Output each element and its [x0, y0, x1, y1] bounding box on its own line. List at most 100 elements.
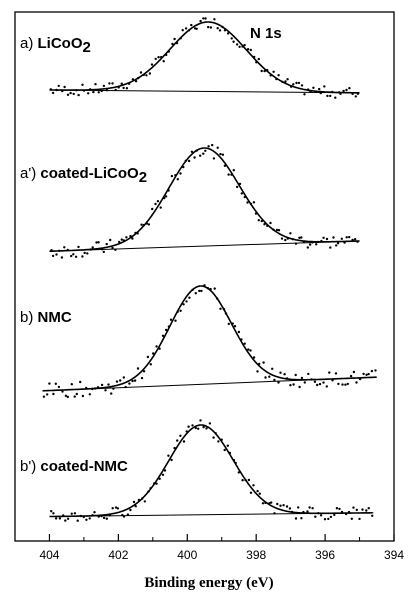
data-point: [165, 53, 168, 57]
data-point: [185, 430, 188, 433]
data-point: [300, 376, 304, 380]
data-point: [294, 242, 298, 245]
data-point: [257, 57, 260, 61]
data-point: [111, 82, 114, 85]
data-point: [308, 506, 311, 509]
data-point: [100, 514, 103, 518]
data-point: [351, 238, 354, 242]
data-point: [75, 392, 79, 396]
data-point: [179, 309, 182, 312]
x-tick-label: 404: [39, 548, 59, 562]
data-point: [51, 91, 55, 95]
data-point: [200, 289, 203, 293]
data-point: [204, 17, 207, 20]
data-point: [70, 512, 73, 515]
data-point: [174, 174, 177, 177]
data-point: [147, 223, 151, 226]
data-point: [258, 362, 261, 366]
data-point: [213, 287, 216, 290]
data-point: [277, 74, 280, 77]
data-point: [207, 145, 210, 148]
data-point: [289, 85, 293, 88]
data-point: [209, 287, 212, 291]
data-point: [284, 80, 287, 83]
data-point: [231, 322, 234, 325]
data-point: [328, 371, 331, 374]
data-point: [310, 378, 313, 381]
data-point: [161, 334, 165, 337]
data-point: [182, 165, 185, 169]
data-point: [238, 45, 241, 48]
data-point: [285, 377, 289, 380]
data-point: [85, 518, 88, 521]
data-point: [149, 363, 152, 366]
data-point: [119, 379, 122, 382]
fit-curve: [42, 285, 377, 392]
data-point: [191, 288, 194, 291]
data-point: [142, 223, 146, 227]
data-point: [212, 157, 216, 160]
data-point: [58, 249, 61, 252]
data-point: [179, 172, 182, 175]
data-point: [232, 169, 235, 172]
data-point: [74, 255, 78, 258]
data-point: [339, 92, 342, 96]
data-point: [221, 25, 224, 29]
data-point: [311, 507, 314, 510]
data-point: [81, 394, 85, 398]
data-point: [145, 222, 149, 225]
data-point: [345, 88, 348, 92]
data-point: [140, 376, 144, 380]
data-point: [205, 427, 208, 430]
data-point: [209, 26, 213, 29]
data-point: [214, 432, 217, 435]
chart-title: N 1s: [250, 25, 282, 42]
data-point: [247, 478, 251, 482]
data-point: [55, 253, 58, 256]
data-point: [97, 91, 100, 94]
data-point: [355, 508, 358, 512]
data-point: [55, 88, 58, 92]
data-point: [120, 82, 123, 85]
data-point: [70, 383, 74, 386]
data-point: [333, 513, 336, 517]
data-point: [156, 200, 160, 203]
data-point: [350, 517, 353, 520]
data-point: [118, 240, 121, 244]
x-axis-label: Binding energy (eV): [144, 575, 273, 591]
data-point: [120, 238, 124, 241]
data-point: [335, 507, 339, 510]
data-point: [182, 440, 186, 443]
data-point: [289, 232, 292, 235]
data-point: [269, 221, 272, 225]
data-point: [348, 87, 351, 90]
data-point: [108, 82, 111, 85]
data-point: [256, 489, 259, 493]
data-point: [216, 27, 219, 30]
data-point: [64, 394, 68, 397]
data-point: [273, 512, 276, 515]
data-point: [222, 308, 226, 311]
data-point: [73, 512, 77, 515]
data-point: [72, 253, 75, 256]
data-point: [145, 74, 148, 77]
data-point: [155, 482, 158, 485]
data-point: [317, 512, 320, 515]
data-point: [199, 19, 202, 23]
data-point: [329, 515, 333, 519]
data-point: [102, 84, 106, 88]
data-point: [63, 85, 66, 89]
data-point: [319, 91, 322, 95]
data-point: [151, 207, 154, 211]
data-point: [131, 379, 134, 383]
data-point: [254, 212, 258, 215]
panels-layer: a) LiCoO2 a') coated-LiCoO2 b) NMC b') coat…: [20, 17, 377, 522]
data-point: [355, 381, 358, 384]
data-point: [195, 149, 198, 152]
data-point: [122, 515, 126, 518]
data-point: [167, 189, 170, 192]
data-point: [66, 395, 70, 399]
data-point: [137, 498, 141, 502]
data-point: [349, 374, 353, 378]
data-point: [157, 56, 160, 59]
